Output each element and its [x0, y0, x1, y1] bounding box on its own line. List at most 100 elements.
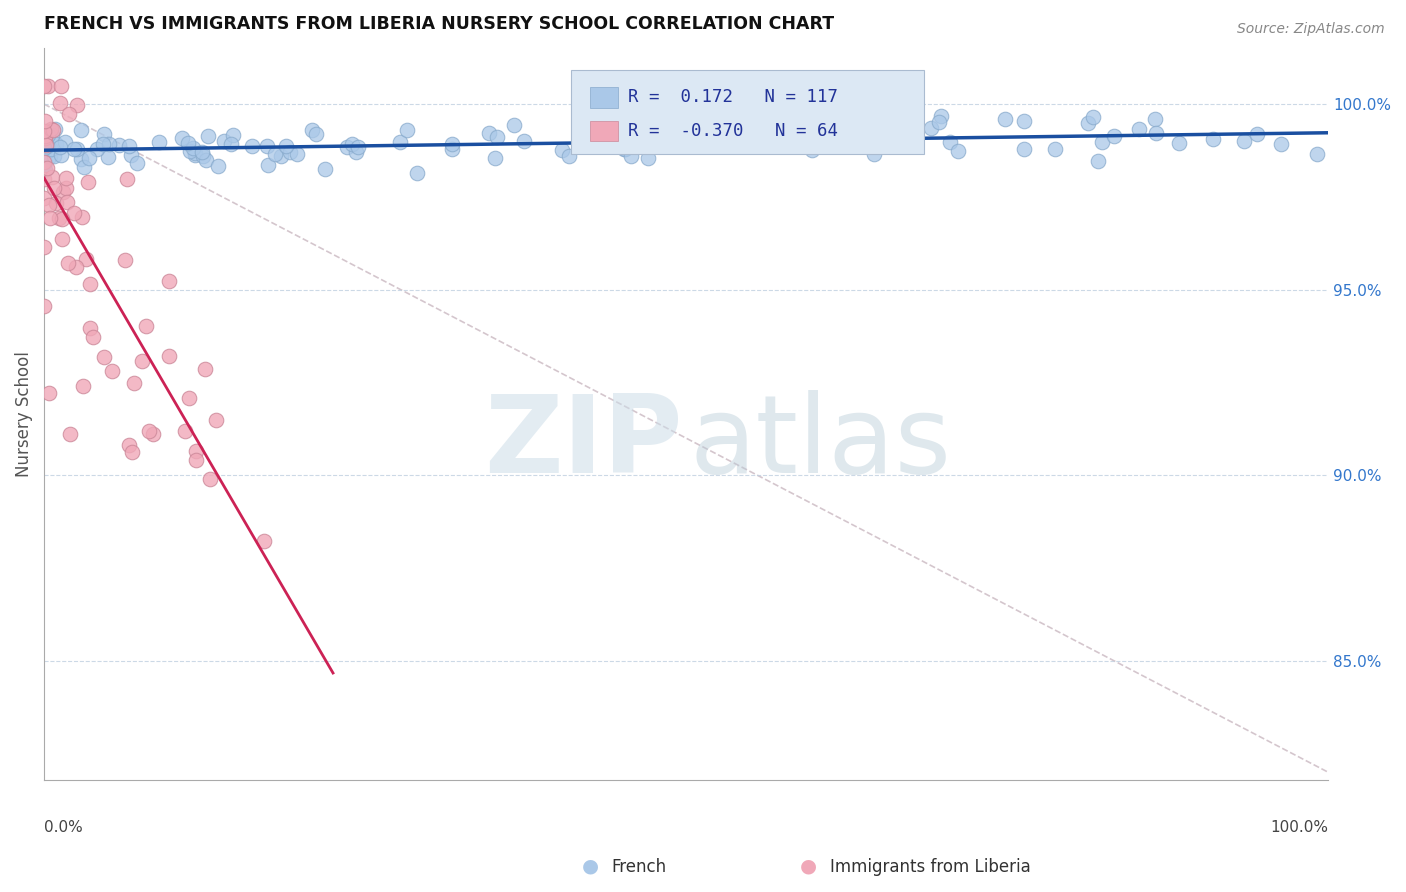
- Text: 100.0%: 100.0%: [1270, 820, 1329, 835]
- Point: [818, 111, 841, 125]
- Point: [157, 274, 180, 288]
- Point: [395, 123, 418, 137]
- Point: [190, 145, 212, 160]
- Point: [93, 127, 115, 141]
- Point: [55, 171, 77, 186]
- Point: [79, 321, 101, 335]
- Point: [38, 198, 60, 212]
- Point: [484, 151, 506, 165]
- Point: [53, 135, 76, 149]
- Point: [58, 107, 80, 121]
- Text: ZIP: ZIP: [484, 391, 682, 496]
- Point: [657, 130, 679, 145]
- Point: [197, 129, 219, 144]
- Text: atlas: atlas: [690, 391, 952, 496]
- Point: [613, 142, 636, 156]
- Point: [49, 95, 72, 110]
- Point: [557, 149, 579, 163]
- Text: ●: ●: [582, 857, 599, 876]
- Point: [274, 138, 297, 153]
- Point: [478, 126, 501, 140]
- Point: [70, 211, 93, 225]
- Point: [1012, 114, 1035, 128]
- Point: [114, 252, 136, 267]
- Point: [256, 138, 278, 153]
- Point: [948, 144, 970, 158]
- Point: [513, 134, 536, 148]
- Point: [157, 349, 180, 363]
- Bar: [591, 120, 619, 141]
- Point: [600, 129, 623, 144]
- Point: [39, 142, 62, 156]
- Point: [34, 148, 56, 162]
- Point: [1144, 112, 1167, 126]
- Point: [212, 135, 235, 149]
- Point: [37, 128, 59, 142]
- Point: [198, 472, 221, 486]
- Point: [173, 425, 195, 439]
- Point: [406, 166, 429, 180]
- Point: [86, 142, 108, 156]
- Point: [44, 180, 66, 194]
- Point: [38, 386, 60, 401]
- Point: [55, 181, 77, 195]
- Point: [931, 109, 953, 123]
- Point: [35, 138, 58, 153]
- Point: [800, 143, 823, 157]
- Point: [195, 153, 218, 167]
- Point: [697, 125, 720, 139]
- Point: [75, 252, 97, 266]
- Point: [1012, 142, 1035, 156]
- Point: [389, 135, 412, 149]
- Point: [34, 154, 56, 169]
- Point: [441, 142, 464, 156]
- Point: [994, 112, 1017, 126]
- Point: [1167, 136, 1189, 151]
- Point: [93, 350, 115, 364]
- Text: R =  0.172   N = 117: R = 0.172 N = 117: [628, 88, 838, 106]
- Point: [44, 122, 66, 136]
- Point: [762, 138, 785, 153]
- Point: [125, 155, 148, 169]
- Point: [37, 78, 59, 93]
- Point: [41, 170, 63, 185]
- Point: [32, 240, 55, 254]
- Point: [135, 318, 157, 333]
- Point: [568, 133, 591, 147]
- Point: [920, 120, 942, 135]
- Point: [619, 149, 641, 163]
- Point: [34, 162, 56, 177]
- Text: Source: ZipAtlas.com: Source: ZipAtlas.com: [1237, 22, 1385, 37]
- Point: [70, 152, 93, 166]
- Point: [121, 444, 143, 458]
- Point: [219, 137, 242, 152]
- Point: [1305, 147, 1327, 161]
- Point: [1246, 127, 1268, 141]
- Point: [551, 144, 574, 158]
- Point: [138, 424, 160, 438]
- Point: [49, 140, 72, 154]
- Point: [34, 131, 56, 145]
- Point: [51, 78, 73, 93]
- Point: [257, 157, 280, 171]
- Point: [1144, 126, 1167, 140]
- Point: [172, 131, 194, 145]
- Point: [118, 138, 141, 153]
- Point: [55, 194, 77, 209]
- Text: FRENCH VS IMMIGRANTS FROM LIBERIA NURSERY SCHOOL CORRELATION CHART: FRENCH VS IMMIGRANTS FROM LIBERIA NURSER…: [44, 15, 834, 33]
- Point: [39, 122, 62, 136]
- Text: R =  -0.370   N = 64: R = -0.370 N = 64: [628, 122, 838, 140]
- Point: [865, 117, 887, 131]
- Point: [72, 379, 94, 393]
- Point: [117, 172, 139, 186]
- Point: [107, 138, 129, 153]
- Point: [42, 149, 65, 163]
- Point: [79, 277, 101, 291]
- Point: [39, 149, 62, 163]
- Point: [179, 391, 201, 405]
- Point: [620, 124, 643, 138]
- Point: [1081, 111, 1104, 125]
- Point: [42, 123, 65, 137]
- Point: [181, 141, 204, 155]
- Point: [270, 148, 292, 162]
